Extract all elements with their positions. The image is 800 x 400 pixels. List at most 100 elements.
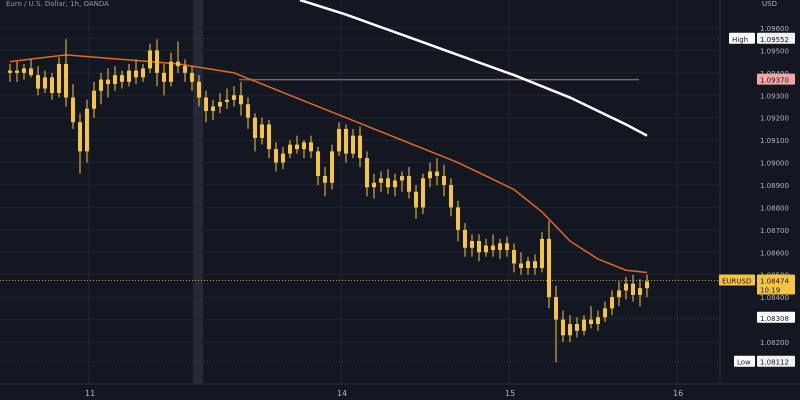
candle[interactable] [190,66,194,91]
candle[interactable] [57,57,61,98]
candle[interactable] [113,66,117,91]
candle[interactable] [519,252,523,275]
candle[interactable] [379,171,383,192]
candle[interactable] [554,285,558,363]
candle[interactable] [155,39,159,87]
candle[interactable] [421,173,425,215]
time-axis[interactable]: 11141516171821 [85,389,800,398]
candle[interactable] [491,234,495,257]
candle[interactable] [610,290,614,316]
candle[interactable] [225,88,229,109]
candle[interactable] [197,75,201,107]
candle[interactable] [302,140,306,159]
candle[interactable] [162,63,166,96]
candle[interactable] [204,90,208,123]
candle[interactable] [232,86,236,107]
level-layer [0,38,720,363]
price-marker-resistance: 1.09370 [757,73,795,85]
candle[interactable] [246,97,250,129]
candle[interactable] [365,151,369,197]
candle[interactable] [484,238,488,257]
candle[interactable] [22,63,26,80]
candle[interactable] [631,274,635,302]
candle[interactable] [141,63,145,82]
y-tick-label: 1.09000 [760,160,789,168]
candle[interactable] [470,234,474,257]
candle[interactable] [134,59,138,85]
candle[interactable] [127,63,131,87]
candle[interactable] [8,63,12,82]
candle[interactable] [309,135,313,159]
candle[interactable] [540,232,544,273]
candle[interactable] [414,185,418,219]
candle-body [190,72,194,82]
candle[interactable] [120,70,124,89]
candle[interactable] [428,162,432,188]
candle[interactable] [512,243,516,273]
candle[interactable] [99,72,103,105]
candle[interactable] [561,310,565,342]
candle[interactable] [337,122,341,156]
candle[interactable] [358,126,362,168]
candle[interactable] [456,200,460,242]
candle[interactable] [351,128,355,159]
candle[interactable] [274,142,278,172]
candle[interactable] [148,43,152,73]
candles[interactable] [8,39,649,363]
candle[interactable] [477,234,481,262]
candle[interactable] [393,173,397,197]
candle[interactable] [295,135,299,154]
candle[interactable] [281,146,285,170]
candle[interactable] [533,254,537,275]
candle[interactable] [617,281,621,307]
candle[interactable] [183,59,187,82]
candle[interactable] [442,164,446,197]
candle[interactable] [71,84,75,129]
candle[interactable] [400,171,404,192]
candle[interactable] [505,236,509,257]
candle[interactable] [64,39,68,107]
candle[interactable] [92,81,96,118]
candle[interactable] [407,167,411,199]
candle[interactable] [29,59,33,78]
candle[interactable] [169,52,173,87]
candle[interactable] [372,173,376,199]
candle[interactable] [344,124,348,163]
candle[interactable] [449,178,453,217]
candle[interactable] [211,99,215,120]
candle[interactable] [15,61,19,82]
candle[interactable] [78,113,82,174]
candle[interactable] [547,220,551,309]
candle[interactable] [218,93,222,114]
candle[interactable] [624,276,628,300]
candle[interactable] [645,274,649,298]
candle[interactable] [596,310,600,331]
candle[interactable] [386,169,390,194]
candle[interactable] [638,279,642,307]
candle[interactable] [603,301,607,322]
candle[interactable] [176,41,180,73]
candle[interactable] [323,167,327,197]
candle[interactable] [330,144,334,190]
candle[interactable] [106,68,110,98]
candle[interactable] [435,158,439,185]
candle[interactable] [253,113,257,152]
price-axis[interactable]: 1.096001.095001.094001.093001.092001.091… [760,25,789,347]
candle[interactable] [288,140,292,159]
candle[interactable] [463,223,467,257]
candle[interactable] [498,238,502,260]
candle[interactable] [526,256,530,275]
candle[interactable] [43,70,47,94]
candle[interactable] [575,317,579,338]
candle[interactable] [582,315,586,336]
candle[interactable] [260,117,264,145]
candle[interactable] [267,119,271,159]
candle[interactable] [239,81,243,116]
candle[interactable] [568,315,572,342]
candle[interactable] [50,72,54,100]
candle[interactable] [85,99,89,163]
candle[interactable] [316,146,320,185]
candle[interactable] [36,66,40,96]
candle[interactable] [589,306,593,329]
